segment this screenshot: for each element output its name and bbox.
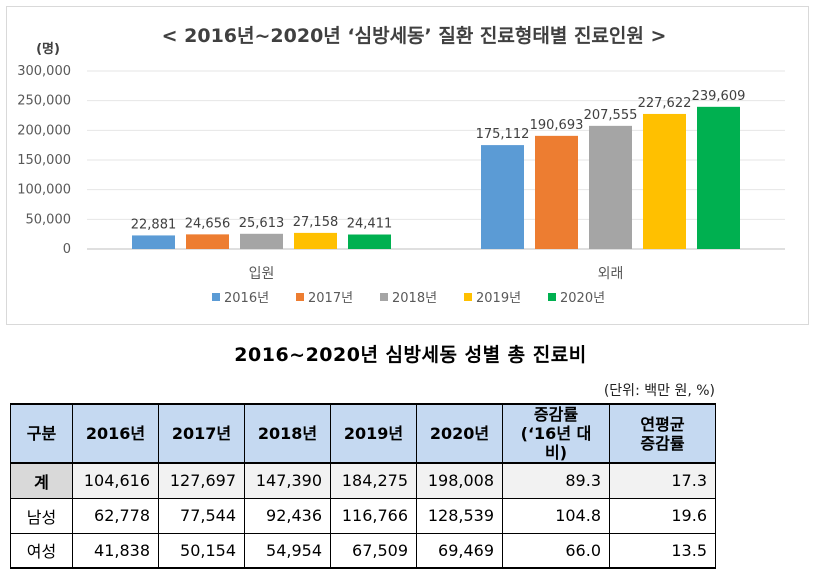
table-header-cell: 2018년 <box>244 403 331 464</box>
header-text: 증감률 <box>640 433 685 453</box>
y-tick-label: 250,000 <box>17 94 71 109</box>
table-cell: 116,766 <box>330 497 417 534</box>
y-tick-label: 100,000 <box>17 183 71 198</box>
row-label-cell: 계 <box>10 462 73 499</box>
header-text: 구분 <box>26 424 57 443</box>
legend-swatch <box>212 293 220 301</box>
chart-title: < 2016년~2020년 ‘심방세동’ 질환 진료형태별 진료인원 > <box>162 25 667 47</box>
table-header-cell: 2019년 <box>330 403 417 464</box>
table-cell: 198,008 <box>416 462 503 499</box>
legend-label: 2019년 <box>476 291 521 306</box>
table-cell: 89.3 <box>502 462 610 499</box>
header-text: 2019년 <box>343 424 404 443</box>
y-tick-label: 0 <box>63 242 71 257</box>
header-text: 증감률 <box>533 405 579 424</box>
bar <box>697 106 740 249</box>
table-cell: 13.5 <box>609 532 716 569</box>
legend-swatch <box>464 293 472 301</box>
legend-label: 2017년 <box>308 291 353 306</box>
data-label: 175,112 <box>476 127 530 142</box>
table-cell: 19.6 <box>609 497 716 534</box>
y-tick-label: 200,000 <box>17 123 71 138</box>
table-cell: 104.8 <box>502 497 610 534</box>
data-label: 22,881 <box>131 217 177 232</box>
table-cell: 147,390 <box>244 462 331 499</box>
table-cell: 128,539 <box>416 497 503 534</box>
table-header-cell: 2020년 <box>416 403 503 464</box>
cost-table: 구분 2016년 2017년 2018년 2019년 2020년 증감률 (‘16년 대비) 연… <box>10 403 716 569</box>
header-text: 2016년 <box>85 424 146 443</box>
y-tick-label: 150,000 <box>17 153 71 168</box>
data-label: 227,622 <box>638 96 692 111</box>
data-label: 27,158 <box>293 215 339 230</box>
table-cell: 66.0 <box>502 532 610 569</box>
data-label: 24,656 <box>185 216 231 231</box>
bar <box>132 235 175 249</box>
legend-swatch <box>380 293 388 301</box>
header-text: (‘16년 대비) <box>520 424 592 462</box>
bar <box>481 145 524 249</box>
table-unit: (단위: 백만 원, %) <box>603 383 715 399</box>
row-label-cell: 남성 <box>10 497 73 534</box>
data-label: 24,411 <box>347 217 393 232</box>
legend-swatch <box>548 293 556 301</box>
table-cell: 62,778 <box>72 497 159 534</box>
header-text: 2020년 <box>429 424 490 443</box>
table-row: 계 104,616 127,697 147,390 184,275 198,008 89.3… <box>10 462 716 499</box>
table-cell: 54,954 <box>244 532 331 569</box>
data-label: 239,609 <box>692 89 746 104</box>
header-text: 2017년 <box>171 424 232 443</box>
table-cell: 104,616 <box>72 462 159 499</box>
table-cell: 77,544 <box>158 497 245 534</box>
bar <box>535 135 578 249</box>
data-label: 207,555 <box>584 108 638 123</box>
chart-panel: < 2016년~2020년 ‘심방세동’ 질환 진료형태별 진료인원 > (명)… <box>6 6 809 325</box>
bar <box>294 232 337 249</box>
y-tick-label: 300,000 <box>17 64 71 79</box>
table-row: 남성 62,778 77,544 92,436 116,766 128,539 104.8 1… <box>10 497 716 534</box>
table-header-cell: 2017년 <box>158 403 245 464</box>
table-cell: 69,469 <box>416 532 503 569</box>
legend-swatch <box>296 293 304 301</box>
legend-label: 2018년 <box>392 291 437 306</box>
header-text: 2018년 <box>257 424 318 443</box>
table-cell: 67,509 <box>330 532 417 569</box>
row-label-cell: 여성 <box>10 532 73 569</box>
table-header-cell: 2016년 <box>72 403 159 464</box>
table-cell: 50,154 <box>158 532 245 569</box>
category-label: 외래 <box>598 266 624 282</box>
table-title: 2016~2020년 심방세동 성별 총 진료비 <box>234 344 587 366</box>
table-header-cell: 구분 <box>10 403 73 464</box>
table-cell: 127,697 <box>158 462 245 499</box>
table-cell: 41,838 <box>72 532 159 569</box>
data-label: 190,693 <box>530 118 584 133</box>
bar <box>240 233 283 249</box>
category-label: 입원 <box>249 266 275 282</box>
legend-label: 2016년 <box>224 291 269 306</box>
table-header-cell: 연평균 증감률 <box>609 403 716 464</box>
table-header-row: 구분 2016년 2017년 2018년 2019년 2020년 증감률 (‘16년 대비) 연… <box>10 403 716 464</box>
y-axis-unit: (명) <box>36 41 60 57</box>
bar <box>348 234 391 249</box>
bar-chart: < 2016년~2020년 ‘심방세동’ 질환 진료형태별 진료인원 > (명)… <box>17 25 785 306</box>
legend-label: 2020년 <box>560 291 605 306</box>
data-label: 25,613 <box>239 216 285 231</box>
table-row: 여성 41,838 50,154 54,954 67,509 69,469 66.0 13.5 <box>10 532 716 569</box>
y-tick-label: 50,000 <box>26 212 72 227</box>
bar <box>589 125 632 249</box>
header-text: 연평균 <box>640 414 685 434</box>
table-cell: 92,436 <box>244 497 331 534</box>
bar <box>186 234 229 249</box>
bar <box>643 113 686 250</box>
table-cell: 184,275 <box>330 462 417 499</box>
table-header-cell: 증감률 (‘16년 대비) <box>502 403 610 464</box>
table-cell: 17.3 <box>609 462 716 499</box>
